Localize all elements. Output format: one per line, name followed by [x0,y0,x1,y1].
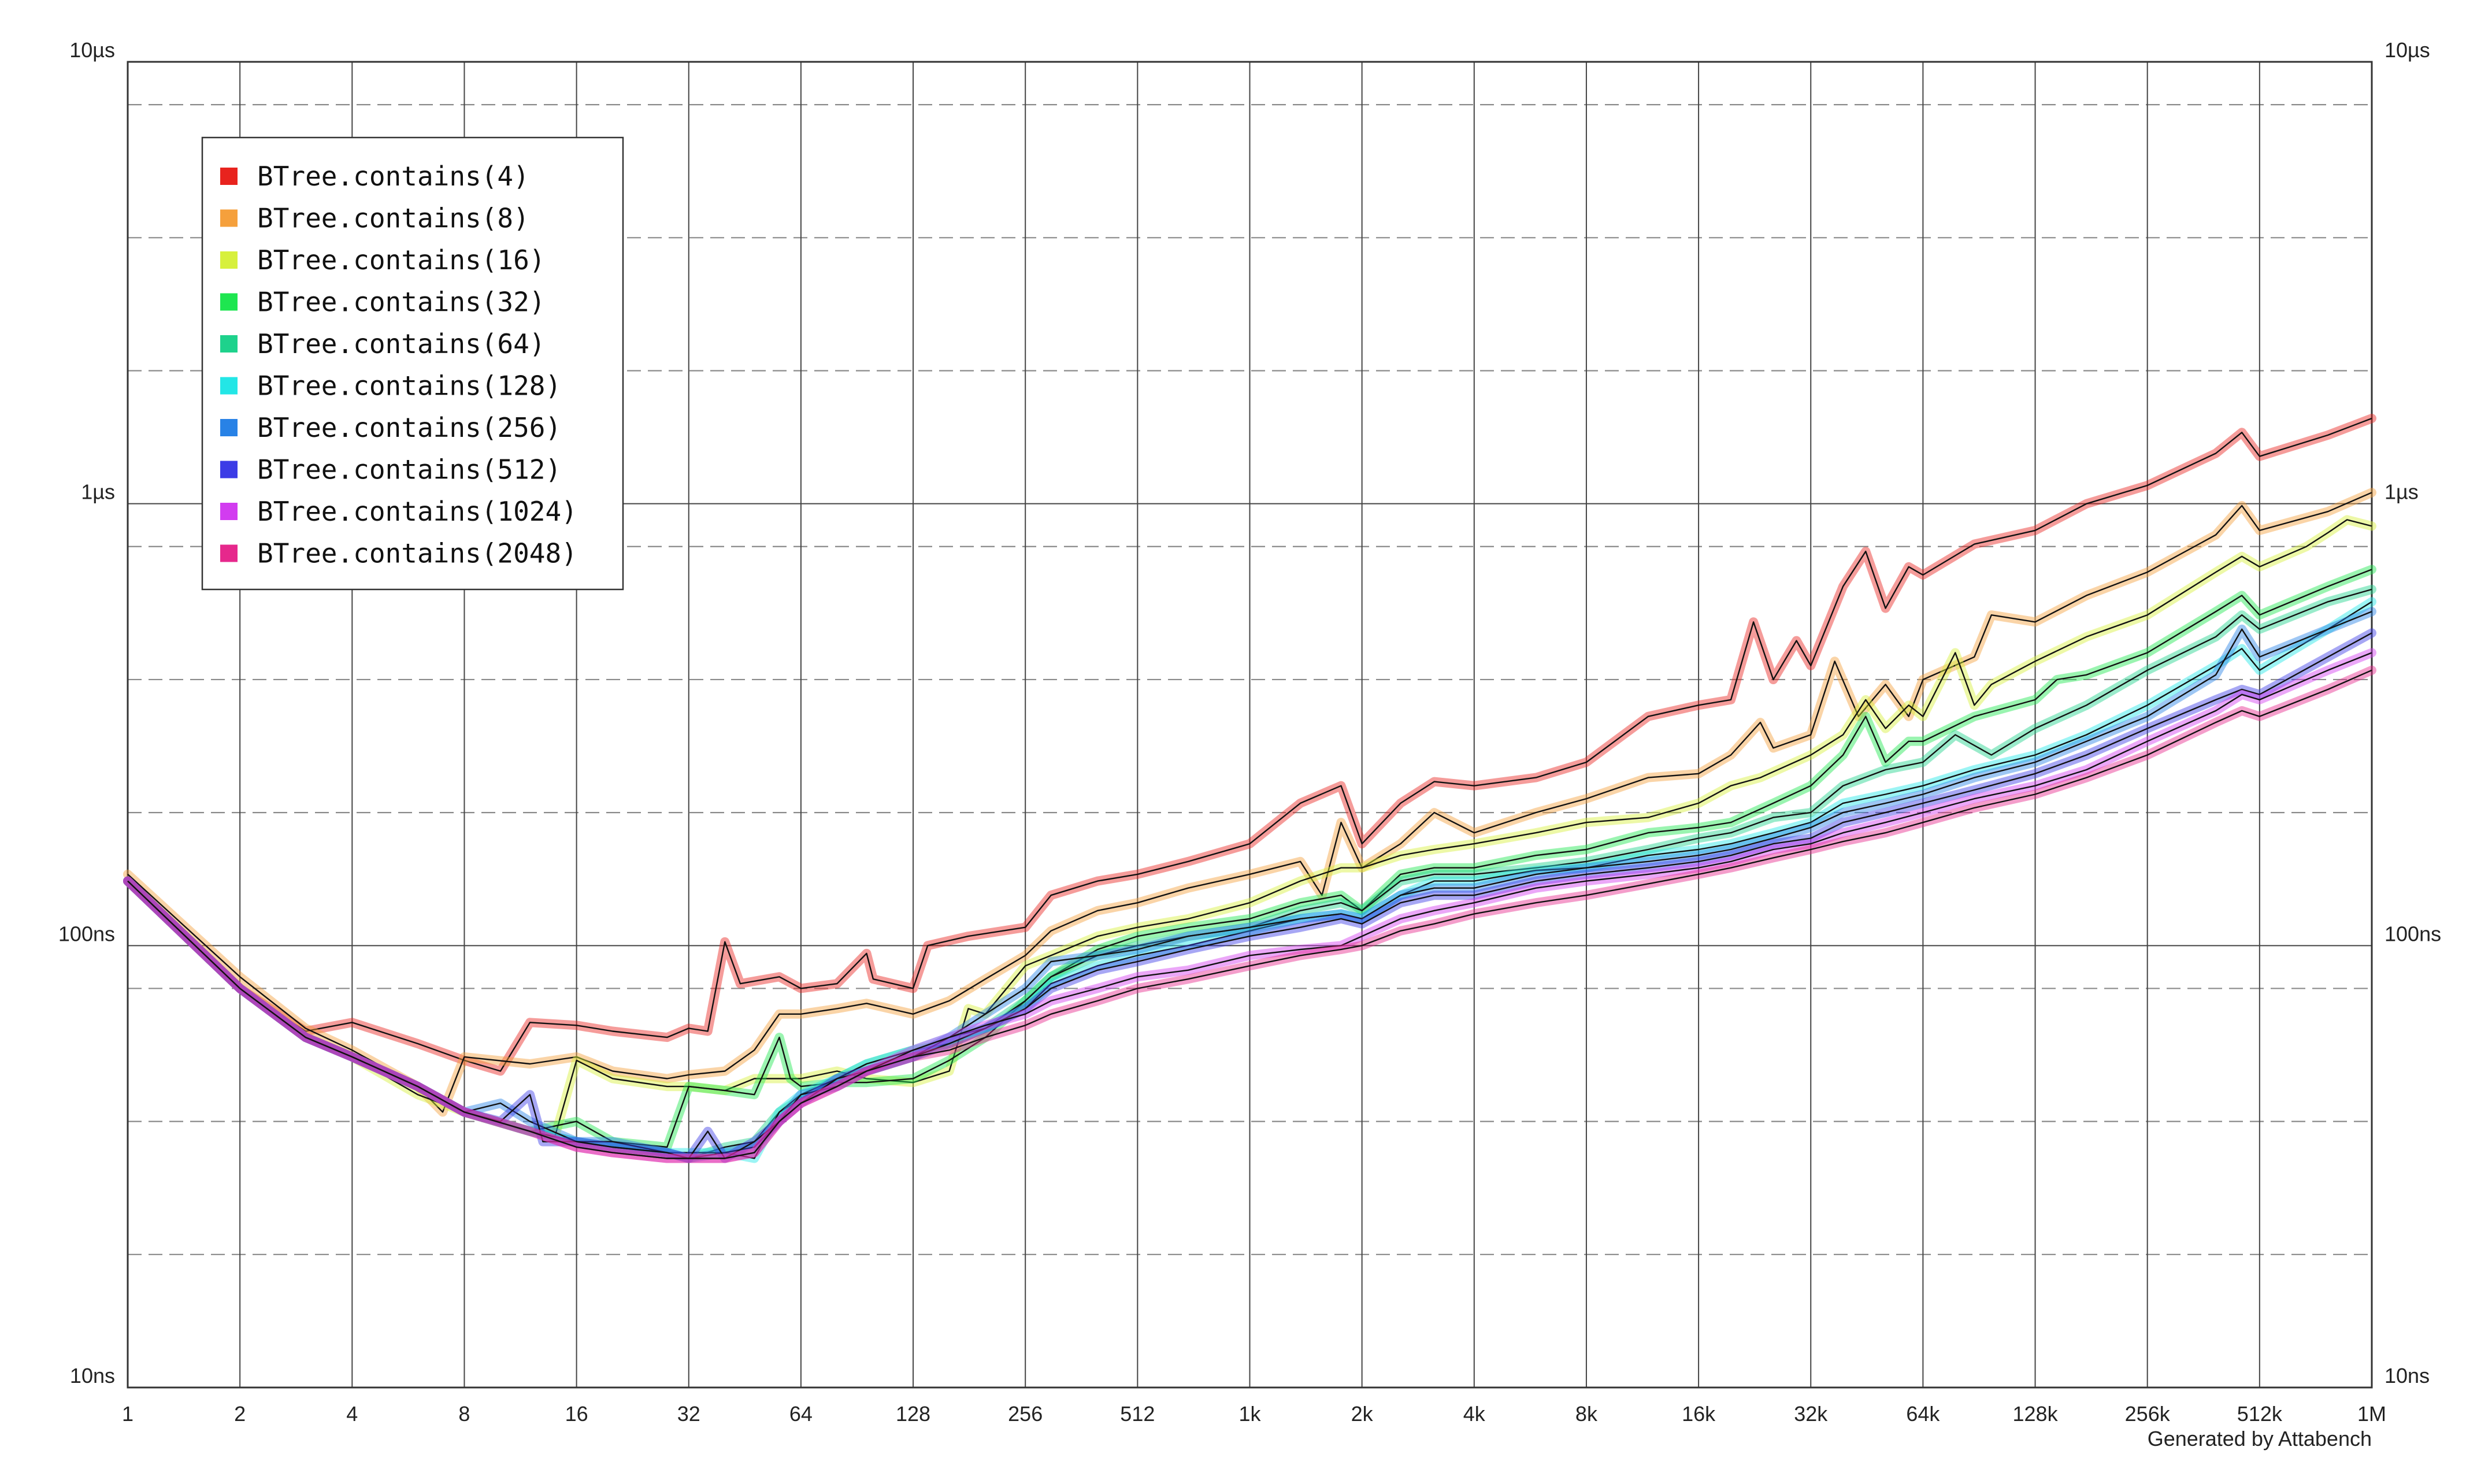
legend-swatch [220,419,238,436]
y-tick-label-left: 1µs [81,480,115,504]
x-tick-label: 512 [1120,1402,1155,1426]
y-tick-label-left: 100ns [58,922,115,945]
legend-swatch [220,544,238,562]
x-tick-label: 1k [1238,1402,1261,1426]
y-tick-label-right: 1µs [2385,480,2419,504]
legend-label: BTree.contains(2048) [257,538,577,569]
legend-items: BTree.contains(4) BTree.contains(8) BTree.… [220,161,577,569]
footer-credit: Generated by Attabench [2148,1427,2372,1450]
legend-label: BTree.contains(512) [257,454,561,485]
x-tick-label: 2k [1351,1402,1374,1426]
y-tick-label-left: 10µs [69,38,115,62]
x-axis-tick-labels: 1 2 4 8 16 32 64 128 256 512 1k 2k 4k 8k 16k 32k 64k 128k… [122,1402,2386,1426]
legend-label: BTree.contains(1024) [257,496,577,527]
series-line [127,632,2372,1159]
legend-swatch [220,168,238,185]
y-axis-tick-labels-right: 10ns 100ns 1µs 10µs [2385,38,2441,1387]
legend-label: BTree.contains(32) [257,287,546,318]
x-tick-label: 16 [565,1402,588,1426]
x-tick-label: 4 [346,1402,358,1426]
series-line [127,611,2372,1159]
y-axis-tick-labels-left: 10ns 100ns 1µs 10µs [58,38,115,1387]
x-tick-label: 1 [122,1402,134,1426]
series-7 [123,607,2376,1163]
x-tick-label: 64k [1906,1402,1940,1426]
series-line [127,669,2372,1159]
legend-label: BTree.contains(8) [257,203,529,234]
series-8 [123,628,2376,1163]
x-tick-label: 32k [1794,1402,1828,1426]
x-tick-label: 32 [677,1402,700,1426]
legend-label: BTree.contains(128) [257,370,561,402]
y-tick-label-right: 10µs [2385,38,2430,62]
x-tick-label: 8k [1575,1402,1598,1426]
x-tick-label: 8 [458,1402,470,1426]
series-3 [123,515,2376,1141]
y-tick-label-left: 10ns [70,1364,115,1387]
series-lines [123,414,2376,1163]
series-2 [123,488,2376,1117]
series-line [127,417,2372,1072]
x-tick-label: 2 [234,1402,246,1426]
legend-label: BTree.contains(256) [257,412,561,443]
legend-label: BTree.contains(4) [257,161,529,192]
x-tick-label: 256 [1008,1402,1043,1426]
legend-swatch [220,377,238,395]
series-4 [123,565,2376,1152]
series-line [127,492,2372,1113]
legend-box [201,136,624,591]
series-10 [123,665,2376,1163]
x-tick-label: 64 [789,1402,813,1426]
legend-swatch [220,209,238,227]
legend-swatch [220,461,238,478]
legend-swatch [220,251,238,269]
y-tick-label-right: 100ns [2385,922,2441,945]
series-1 [123,414,2376,1076]
legend-label: BTree.contains(64) [257,328,546,359]
x-tick-label: 256k [2125,1402,2171,1426]
series-line [127,519,2372,1137]
x-tick-label: 128 [896,1402,930,1426]
x-tick-label: 512k [2237,1402,2283,1426]
legend-swatch [220,293,238,311]
plot-area-frame [127,61,2373,1389]
y-tick-label-right: 10ns [2385,1364,2430,1387]
legend: BTree.contains(4) BTree.contains(8) BTree.… [201,136,624,591]
x-tick-label: 1M [2357,1402,2386,1426]
legend-swatch [220,503,238,520]
legend-swatch [220,335,238,353]
x-tick-label: 4k [1463,1402,1486,1426]
x-tick-label: 16k [1682,1402,1716,1426]
x-tick-label: 128k [2013,1402,2059,1426]
legend-label: BTree.contains(16) [257,244,546,276]
series-line [127,569,2372,1148]
